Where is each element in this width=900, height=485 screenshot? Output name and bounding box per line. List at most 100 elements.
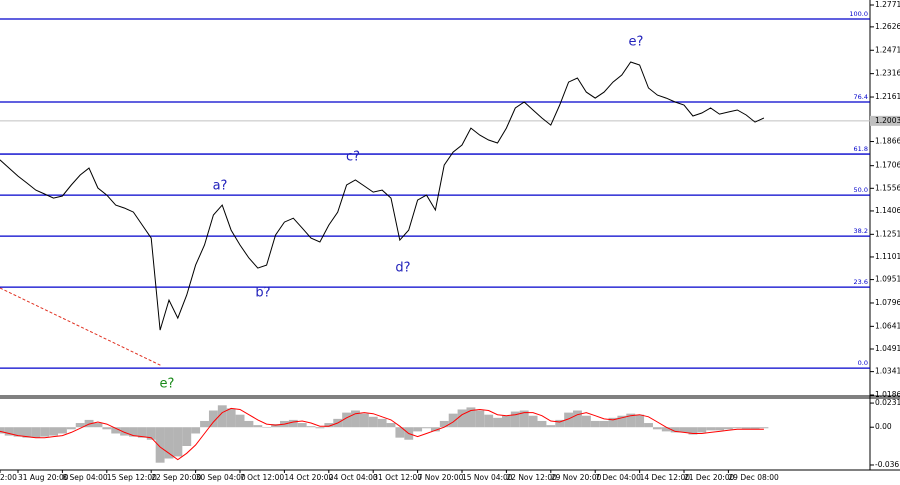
x-tick-label: 15 Sep 12:00	[107, 473, 157, 482]
histogram-bar	[484, 414, 494, 428]
x-tick-label: 22 Sep 20:00	[151, 473, 201, 482]
histogram-bar	[253, 425, 263, 428]
y-tick-label: 1.1251	[875, 229, 900, 238]
histogram-bar	[288, 419, 298, 428]
x-tick-label: 14 Dec 12:00	[640, 473, 691, 482]
histogram-bar	[13, 427, 23, 437]
x-tick-label: 24 Oct 04:00	[329, 473, 378, 482]
histogram-bar	[75, 423, 85, 428]
histogram-bar	[315, 427, 325, 429]
y-tick-label: 1.1706	[875, 161, 900, 170]
histogram-bar	[626, 413, 636, 428]
x-tick-label: 7 Oct 12:00	[240, 473, 284, 482]
histogram-bar	[422, 427, 431, 429]
price-line	[0, 61, 765, 331]
fib-level-label: 50.0	[854, 186, 868, 194]
histogram-bar	[49, 427, 58, 436]
y-tick-label: 1.0491	[875, 344, 900, 353]
wave-label: e?	[629, 35, 644, 50]
histogram-bar	[617, 415, 627, 428]
y-tick-label: 1.2161	[875, 92, 900, 101]
x-tick-label: 31 Aug 20:00	[18, 473, 69, 482]
histogram-bar	[759, 427, 769, 429]
wave-label: b?	[255, 286, 270, 301]
histogram-bar	[297, 423, 307, 428]
histogram-bar	[715, 427, 724, 431]
histogram-bar	[510, 411, 520, 428]
histogram-bar	[31, 427, 41, 438]
y-tick-label: 1.2626	[875, 22, 900, 31]
y-tick-label: 1.0951	[875, 275, 900, 284]
x-tick-label: 31 Oct 12:00	[373, 473, 422, 482]
histogram-bar	[0, 427, 5, 434]
histogram-bar	[493, 417, 502, 428]
histogram-bar	[564, 412, 574, 428]
x-tick-label: 2:00	[0, 473, 17, 482]
current-price-box	[870, 115, 900, 126]
y-tick-label: 1.0186	[875, 390, 900, 399]
histogram-bar	[40, 427, 50, 437]
histogram-bar	[750, 427, 760, 430]
histogram-bar	[182, 427, 192, 446]
histogram-bar	[208, 410, 218, 428]
histogram-bar	[457, 409, 467, 428]
x-tick-label: 15 Nov 04:00	[462, 473, 513, 482]
wave-label: d?	[395, 261, 410, 276]
histogram-bar	[706, 427, 716, 431]
histogram-bar	[386, 423, 396, 428]
histogram-bar	[84, 419, 94, 428]
histogram-bar	[22, 427, 32, 438]
histogram-bar	[537, 420, 547, 428]
y-tick-label: 1.0796	[875, 298, 900, 307]
histogram-bar	[555, 419, 565, 428]
fib-level-label: 76.4	[854, 93, 868, 101]
histogram-bar	[608, 417, 618, 428]
y-tick-label: -0.03619	[875, 460, 900, 469]
histogram-bar	[679, 427, 689, 433]
histogram-bar	[741, 427, 751, 430]
histogram-bar	[581, 415, 591, 428]
wave-label: a?	[213, 179, 228, 194]
histogram-bar	[111, 427, 121, 434]
histogram-bar	[66, 427, 76, 430]
x-tick-label: 29 Nov 20:00	[551, 473, 602, 482]
signal-line	[0, 407, 764, 461]
histogram-bar	[466, 407, 476, 428]
histogram-bar	[200, 420, 209, 428]
y-tick-label: 1.1556	[875, 183, 900, 192]
histogram-bar	[599, 420, 609, 428]
histogram-bar	[235, 414, 245, 428]
y-tick-label: 1.1406	[875, 206, 900, 215]
histogram-bar	[137, 427, 147, 438]
histogram-bar	[271, 424, 280, 428]
histogram-bar	[652, 427, 662, 430]
histogram-bar	[324, 423, 334, 428]
histogram-bar	[724, 427, 733, 430]
histogram-bar	[58, 427, 67, 434]
x-tick-label: 21 Dec 20:00	[684, 473, 735, 482]
histogram-bar	[644, 423, 653, 428]
histogram-bar	[413, 427, 423, 432]
histogram-bar	[93, 423, 103, 428]
wave-label: e?	[160, 377, 175, 392]
histogram-bar	[732, 427, 742, 429]
histogram-bar	[590, 420, 600, 428]
histogram-bar	[475, 410, 485, 428]
histogram-bar	[129, 427, 138, 437]
histogram-bar	[368, 416, 378, 428]
histogram-bar	[306, 426, 316, 428]
x-tick-label: 29 Dec 08:00	[728, 473, 779, 482]
histogram-bar	[351, 410, 360, 428]
y-tick-label: 1.0341	[875, 367, 900, 376]
fib-level-label: 0.0	[858, 359, 868, 367]
histogram-bar	[120, 427, 130, 436]
histogram-bar	[377, 418, 387, 428]
histogram-bar	[395, 427, 405, 438]
fib-level-label: 100.0	[849, 10, 868, 18]
x-tick-label: 14 Oct 20:00	[284, 473, 333, 482]
wave-label: c?	[346, 150, 360, 165]
histogram-bar	[359, 413, 369, 428]
x-tick-label: 7 Dec 04:00	[595, 473, 641, 482]
fib-level-label: 38.2	[854, 227, 868, 235]
